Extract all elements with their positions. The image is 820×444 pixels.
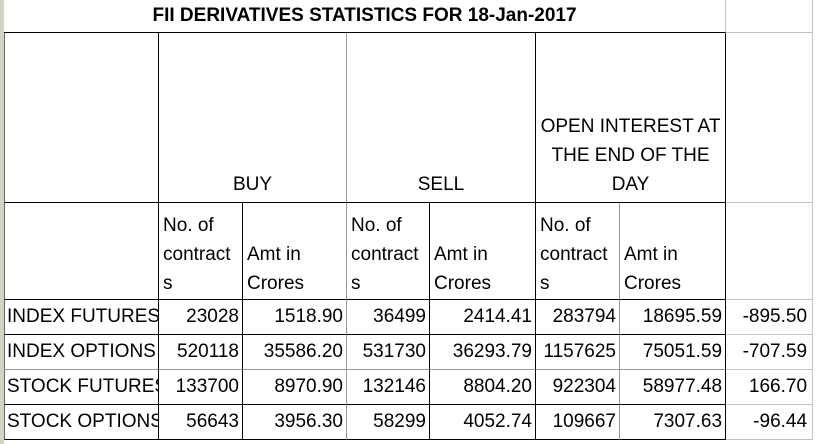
cell-empty bbox=[726, 203, 814, 300]
page-title: FII DERIVATIVES STATISTICS FOR 18-Jan-20… bbox=[4, 0, 727, 33]
cell-empty bbox=[4, 203, 159, 300]
cell-net-amount: -707.59 bbox=[726, 335, 814, 370]
cell-sell-contracts: 36499 bbox=[347, 300, 430, 335]
cell-sell-amount: 36293.79 bbox=[430, 335, 536, 370]
group-header-sell: SELL bbox=[347, 33, 536, 203]
cell-net-amount: 166.70 bbox=[726, 370, 814, 405]
row-label: STOCK OPTIONS bbox=[4, 405, 159, 440]
cell-buy-contracts: 23028 bbox=[159, 300, 243, 335]
table-row: STOCK FUTURES 133700 8970.90 132146 8804… bbox=[4, 370, 814, 405]
column-header-sell-amount: Amt in Crores bbox=[430, 203, 536, 300]
cell-empty bbox=[726, 0, 814, 33]
group-header-buy: BUY bbox=[159, 33, 347, 203]
cell-oi-contracts: 1157625 bbox=[536, 335, 620, 370]
row-label: INDEX OPTIONS bbox=[4, 335, 159, 370]
cell-net-amount: -895.50 bbox=[726, 300, 814, 335]
cell-oi-contracts: 283794 bbox=[536, 300, 620, 335]
group-header-open-interest: OPEN INTEREST AT THE END OF THE DAY bbox=[536, 33, 727, 203]
cell-net-amount: -96.44 bbox=[726, 405, 814, 440]
cell-oi-contracts: 922304 bbox=[536, 370, 620, 405]
row-label: INDEX FUTURES bbox=[4, 300, 159, 335]
table-row: INDEX OPTIONS 520118 35586.20 531730 362… bbox=[4, 335, 814, 370]
column-header-buy-contracts: No. of contracts bbox=[159, 203, 243, 300]
row-label: STOCK FUTURES bbox=[4, 370, 159, 405]
cell-buy-contracts: 520118 bbox=[159, 335, 243, 370]
cell-oi-amount: 18695.59 bbox=[620, 300, 727, 335]
cell-sell-amount: 2414.41 bbox=[430, 300, 536, 335]
cell-buy-amount: 8970.90 bbox=[243, 370, 347, 405]
column-header-sell-contracts: No. of contracts bbox=[347, 203, 430, 300]
cell-oi-amount: 75051.59 bbox=[620, 335, 727, 370]
cell-sell-amount: 8804.20 bbox=[430, 370, 536, 405]
column-header-oi-contracts: No. of contracts bbox=[536, 203, 620, 300]
cell-oi-amount: 7307.63 bbox=[620, 405, 727, 440]
window-edge bbox=[0, 0, 4, 444]
cell-sell-contracts: 531730 bbox=[347, 335, 430, 370]
cell-buy-amount: 3956.30 bbox=[243, 405, 347, 440]
table-row: INDEX FUTURES 23028 1518.90 36499 2414.4… bbox=[4, 300, 814, 335]
cell-buy-amount: 35586.20 bbox=[243, 335, 347, 370]
cell-sell-contracts: 58299 bbox=[347, 405, 430, 440]
cell-empty bbox=[726, 33, 814, 203]
cell-sell-amount: 4052.74 bbox=[430, 405, 536, 440]
column-header-buy-amount: Amt in Crores bbox=[243, 203, 347, 300]
cell-oi-contracts: 109667 bbox=[536, 405, 620, 440]
cell-oi-amount: 58977.48 bbox=[620, 370, 727, 405]
cell-buy-amount: 1518.90 bbox=[243, 300, 347, 335]
fii-derivatives-table: FII DERIVATIVES STATISTICS FOR 18-Jan-20… bbox=[4, 0, 814, 440]
cell-empty bbox=[4, 33, 159, 203]
cell-sell-contracts: 132146 bbox=[347, 370, 430, 405]
table-row: STOCK OPTIONS 56643 3956.30 58299 4052.7… bbox=[4, 405, 814, 440]
column-header-oi-amount: Amt in Crores bbox=[620, 203, 727, 300]
cell-buy-contracts: 133700 bbox=[159, 370, 243, 405]
cell-buy-contracts: 56643 bbox=[159, 405, 243, 440]
